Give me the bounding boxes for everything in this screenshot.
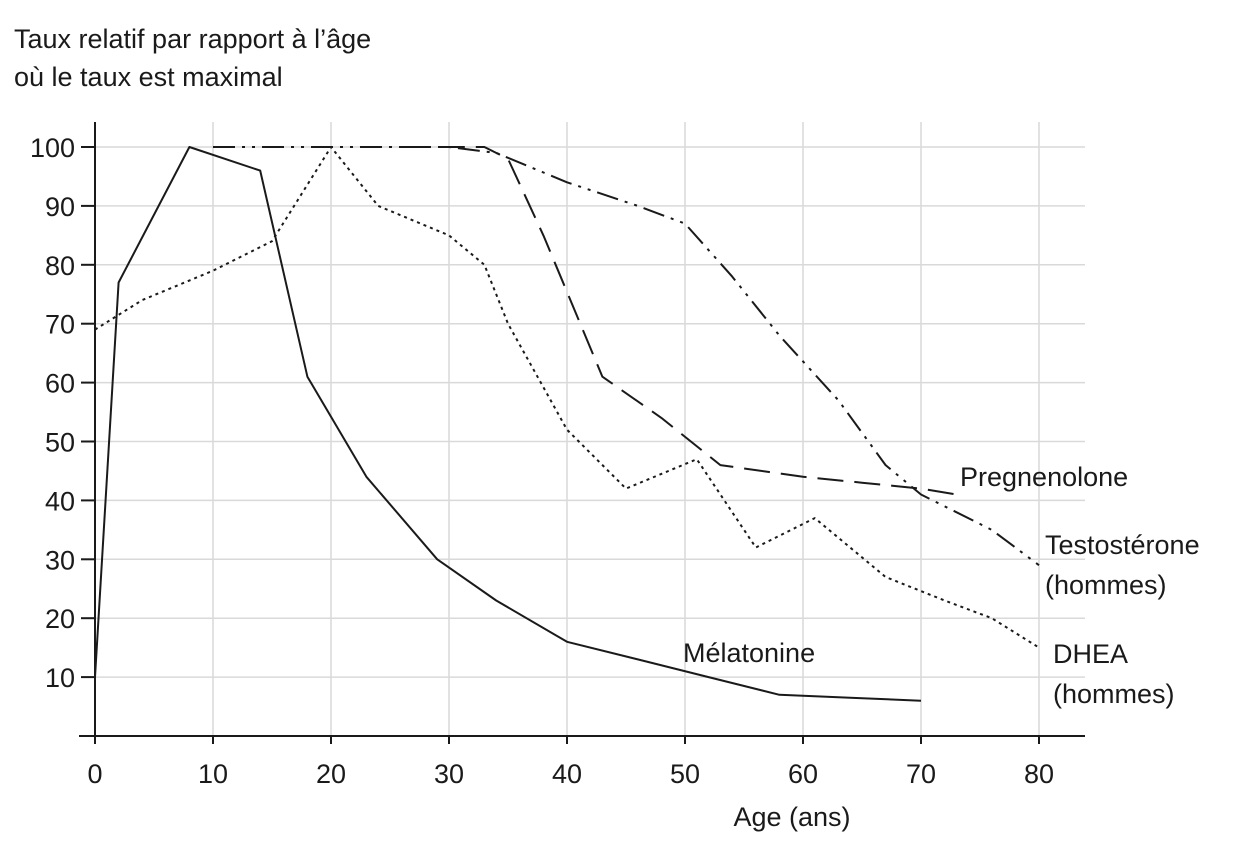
x-tick-label: 10 [198, 759, 228, 789]
y-axis-title-line-1: Taux relatif par rapport à l’âge [14, 24, 371, 54]
y-tick-label: 20 [45, 604, 75, 634]
tick-labels: 0 10 20 30 40 50 60 70 80 10 20 30 40 50 60 70 80 90 100 [30, 133, 1054, 789]
y-tick-label: 60 [45, 369, 75, 399]
y-tick-label: 90 [45, 192, 75, 222]
y-tick-label: 80 [45, 251, 75, 281]
y-tick-label: 50 [45, 428, 75, 458]
series-label: Testostérone [1045, 530, 1200, 560]
y-tick-label: 70 [45, 310, 75, 340]
series-labels: Mélatonine Pregnenolone Testostérone (homme… [683, 462, 1200, 709]
series-line-pregnenolone [401, 146, 957, 496]
series-lines [94, 146, 1040, 702]
series-line-dhea-hommes- [94, 146, 1040, 649]
series-label: Mélatonine [683, 638, 815, 668]
y-tick-label: 10 [45, 663, 75, 693]
y-tick-label: 30 [45, 545, 75, 575]
axes [79, 122, 1085, 744]
x-axis-title: Age (ans) [733, 802, 850, 832]
series-line-testost-rone-hommes- [213, 146, 1040, 567]
y-axis-title: Taux relatif par rapport à l’âge où le t… [14, 24, 371, 92]
x-tick-label: 30 [434, 759, 464, 789]
x-tick-label: 0 [87, 759, 102, 789]
series-line-m-latonine [94, 146, 922, 702]
series-label: (hommes) [1053, 679, 1175, 709]
y-tick-label: 100 [30, 133, 75, 163]
x-tick-label: 60 [788, 759, 818, 789]
grid [95, 122, 1085, 736]
x-tick-label: 50 [670, 759, 700, 789]
x-tick-label: 20 [316, 759, 346, 789]
series-label: (hommes) [1045, 570, 1167, 600]
x-tick-label: 80 [1024, 759, 1054, 789]
x-tick-label: 70 [906, 759, 936, 789]
x-tick-label: 40 [552, 759, 582, 789]
y-axis-title-line-2: où le taux est maximal [14, 62, 283, 92]
series-label: Pregnenolone [960, 462, 1128, 492]
y-tick-label: 40 [45, 486, 75, 516]
series-label: DHEA [1053, 639, 1128, 669]
